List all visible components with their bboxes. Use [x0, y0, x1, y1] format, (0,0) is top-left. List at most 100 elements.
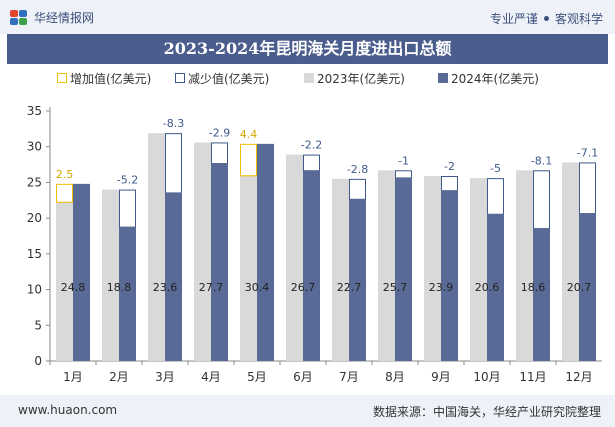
legend-2023-swatch — [304, 73, 314, 83]
value-label-2024: 25.7 — [383, 281, 408, 294]
data-source: 数据来源：中国海关，华经产业研究院整理 — [372, 405, 601, 419]
change-label: -1 — [398, 154, 409, 167]
decrease-outline — [165, 133, 182, 194]
slogan-dot-icon — [543, 16, 549, 21]
bar-2024 — [303, 170, 320, 361]
decrease-outline — [487, 178, 504, 215]
slogan-right: 客观科学 — [554, 12, 603, 26]
bar-2023 — [194, 142, 211, 361]
footer: www.huaon.com 数据来源：中国海关，华经产业研究院整理 — [0, 395, 615, 427]
x-tick-label: 3月 — [155, 370, 175, 384]
legend-2023-label: 2023年(亿美元) — [317, 71, 405, 86]
slogan-left: 专业严谨 — [489, 12, 538, 26]
bar-2024 — [487, 213, 504, 361]
value-label-2024: 23.6 — [153, 281, 178, 294]
y-tick-label: 20 — [27, 211, 42, 225]
top-bar: 华经情报网 专业严谨 客观科学 — [0, 0, 615, 34]
value-label-2024: 23.9 — [429, 281, 454, 294]
bar-2024 — [395, 177, 412, 361]
value-label-2024: 27.7 — [199, 281, 224, 294]
increase-outline — [240, 143, 257, 177]
bar-2024 — [211, 163, 228, 361]
chart-title: 2023-2024年昆明海关月度进出口总额 — [7, 34, 608, 64]
x-tick-label: 2月 — [109, 370, 129, 384]
bar-2023 — [148, 133, 165, 361]
value-label-2024: 20.6 — [475, 281, 500, 294]
value-label-2024: 20.7 — [567, 281, 592, 294]
change-label: -7.1 — [577, 146, 598, 159]
y-tick-label: 10 — [27, 283, 42, 297]
x-tick-label: 5月 — [247, 370, 267, 384]
change-label: 4.4 — [240, 128, 258, 141]
bar-2023 — [56, 201, 73, 361]
logo-icon — [10, 9, 28, 26]
bar-2024 — [119, 226, 136, 361]
legend-increase-label: 增加值(亿美元) — [70, 71, 151, 86]
change-label: -2.8 — [347, 163, 368, 176]
decrease-outline — [441, 176, 458, 192]
y-tick-label: 0 — [34, 354, 42, 368]
y-tick-label: 15 — [27, 247, 42, 261]
value-label-2024: 24.8 — [61, 281, 86, 294]
y-tick-label: 5 — [34, 318, 42, 332]
decrease-outline — [211, 142, 228, 165]
decrease-outline — [303, 154, 320, 172]
change-label: -2 — [444, 160, 455, 173]
legend-increase-swatch — [57, 73, 67, 83]
change-label: -5 — [490, 162, 501, 175]
value-label-2024: 30.4 — [245, 281, 270, 294]
decrease-outline — [349, 178, 366, 200]
decrease-outline — [395, 170, 412, 179]
bar-2024 — [349, 198, 366, 361]
bar-2024 — [73, 183, 90, 361]
x-tick-label: 9月 — [431, 370, 451, 384]
x-tick-label: 12月 — [565, 370, 592, 384]
y-tick-label: 25 — [27, 175, 42, 189]
legend-decrease-label: 减少值(亿美元) — [188, 71, 269, 86]
legend-2024-swatch — [438, 73, 448, 83]
x-tick-label: 11月 — [519, 370, 546, 384]
bar-2023 — [378, 170, 395, 361]
slogan: 专业严谨 客观科学 — [490, 10, 603, 27]
x-tick-label: 1月 — [63, 370, 83, 384]
decrease-outline — [533, 170, 550, 230]
bar-chart: 0 5 10 15 20 25 30 35 2.5 24.8 1月 -5.2 18.8 2月 -8.3 23.… — [27, 71, 602, 384]
decrease-outline — [119, 189, 136, 228]
value-label-2024: 22.7 — [337, 281, 362, 294]
bar-2023 — [470, 178, 487, 361]
change-label: -8.3 — [163, 117, 184, 130]
decrease-outline — [579, 162, 596, 215]
bar-2023 — [286, 154, 303, 361]
bar-2023 — [240, 175, 257, 361]
legend-2024-label: 2024年(亿美元) — [451, 71, 539, 86]
x-tick-label: 10月 — [473, 370, 500, 384]
value-label-2024: 18.6 — [521, 281, 546, 294]
bar-2023 — [424, 176, 441, 361]
bar-2023 — [102, 189, 119, 361]
y-tick-label: 30 — [27, 140, 42, 154]
logo[interactable]: 华经情报网 — [10, 9, 94, 26]
change-label: -2.9 — [209, 126, 230, 139]
increase-outline — [56, 183, 73, 203]
bar-2024 — [533, 228, 550, 361]
change-label: -5.2 — [117, 174, 138, 187]
x-tick-label: 6月 — [293, 370, 313, 384]
value-label-2024: 18.8 — [107, 281, 132, 294]
y-tick-label: 35 — [27, 104, 42, 118]
bar-2024 — [257, 143, 274, 361]
bar-2023 — [332, 178, 349, 361]
bar-2024 — [165, 192, 182, 361]
change-label: 2.5 — [56, 168, 74, 181]
bar-2024 — [441, 190, 458, 361]
website-link[interactable]: www.huaon.com — [18, 403, 118, 417]
bar-2023 — [516, 170, 533, 361]
bar-2023 — [562, 162, 579, 361]
change-label: -2.2 — [301, 139, 322, 152]
legend-decrease-swatch — [175, 73, 185, 83]
x-tick-label: 7月 — [339, 370, 359, 384]
change-label: -8.1 — [531, 154, 552, 167]
logo-text: 华经情报网 — [34, 11, 95, 25]
value-label-2024: 26.7 — [291, 281, 316, 294]
x-tick-label: 4月 — [201, 370, 221, 384]
x-tick-label: 8月 — [385, 370, 405, 384]
